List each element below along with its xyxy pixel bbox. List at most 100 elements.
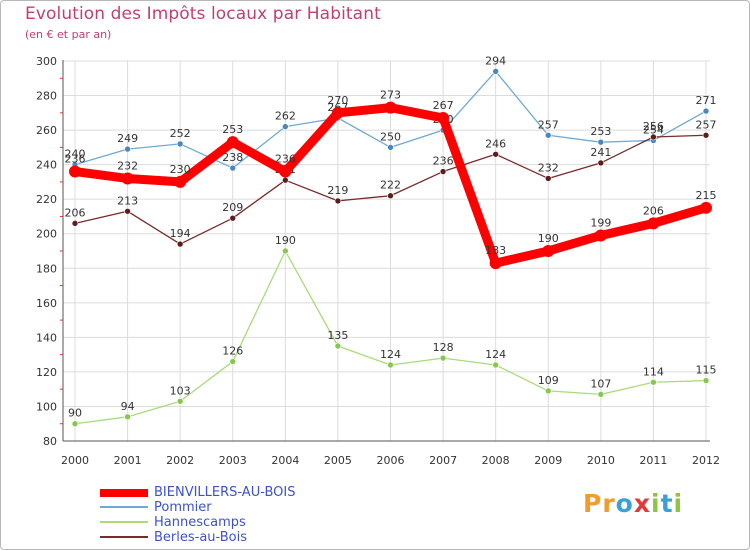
data-label-pommier: 254 <box>643 123 664 136</box>
x-tick-label: 2002 <box>166 454 194 467</box>
y-tick-label: 260 <box>36 124 57 137</box>
x-tick-label: 2000 <box>61 454 89 467</box>
data-label-pommier: 240 <box>65 148 86 161</box>
data-point-bienvillers-au-bois <box>700 201 712 214</box>
data-label-bienvillers-au-bois: 236 <box>65 153 86 166</box>
legend-label-pommier: Pommier <box>154 500 212 515</box>
data-point-bienvillers-au-bois <box>542 245 555 257</box>
data-label-pommier: 250 <box>380 130 401 143</box>
data-label-hannescamps: 124 <box>380 348 401 361</box>
data-point-pommier <box>492 68 499 75</box>
data-label-berles-au-bois: 222 <box>380 179 401 192</box>
x-tick-label: 2009 <box>534 454 562 467</box>
data-label-hannescamps: 190 <box>275 234 296 247</box>
legend-label-bienvillers: BIENVILLERS-AU-BOIS <box>154 485 296 500</box>
data-label-hannescamps: 135 <box>327 329 348 342</box>
data-point-hannescamps <box>387 361 394 369</box>
data-point-berles-au-bois <box>229 214 237 222</box>
data-point-berles-au-bois <box>544 175 552 182</box>
data-label-berles-au-bois: 232 <box>538 161 559 174</box>
data-label-berles-au-bois: 256 <box>643 120 664 133</box>
data-point-hannescamps <box>334 342 342 350</box>
data-point-pommier <box>597 138 605 146</box>
logo-letter: r <box>602 489 616 518</box>
x-tick-label: 2006 <box>377 454 405 467</box>
data-point-hannescamps <box>282 247 289 255</box>
data-label-pommier: 249 <box>117 132 138 145</box>
data-point-hannescamps <box>229 358 237 365</box>
data-label-hannescamps: 90 <box>68 407 82 420</box>
x-tick-label: 2004 <box>271 454 299 467</box>
legend-swatch-hannescamps <box>100 521 148 523</box>
legend-swatch-pommier <box>100 506 148 508</box>
data-point-hannescamps <box>702 377 710 384</box>
data-label-bienvillers-au-bois: 267 <box>433 99 454 112</box>
logo-letter: i <box>673 489 684 518</box>
data-point-berles-au-bois <box>439 168 447 175</box>
y-tick-label: 220 <box>36 193 57 206</box>
data-label-bienvillers-au-bois: 199 <box>590 216 611 229</box>
data-point-hannescamps <box>124 413 131 421</box>
data-point-berles-au-bois <box>702 131 710 139</box>
data-point-bienvillers-au-bois <box>69 165 81 178</box>
y-tick-label: 140 <box>36 331 57 344</box>
data-point-hannescamps <box>597 391 605 398</box>
data-point-bienvillers-au-bois <box>174 175 187 188</box>
data-point-berles-au-bois <box>334 197 342 205</box>
data-point-hannescamps <box>71 420 79 428</box>
data-label-pommier: 294 <box>485 54 506 67</box>
data-point-bienvillers-au-bois <box>331 106 344 119</box>
data-label-hannescamps: 114 <box>643 365 664 378</box>
data-label-bienvillers-au-bois: 183 <box>485 244 506 257</box>
data-label-bienvillers-au-bois: 236 <box>275 153 296 166</box>
data-point-hannescamps <box>492 361 499 369</box>
data-label-hannescamps: 128 <box>433 341 454 354</box>
data-point-bienvillers-au-bois <box>489 257 502 270</box>
data-point-berles-au-bois <box>124 207 131 215</box>
data-label-pommier: 238 <box>222 151 243 164</box>
data-point-berles-au-bois <box>282 176 289 184</box>
x-tick-label: 2003 <box>219 454 247 467</box>
data-label-berles-au-bois: 213 <box>117 194 138 207</box>
data-label-berles-au-bois: 236 <box>433 155 454 168</box>
data-point-pommier <box>176 140 184 148</box>
data-point-berles-au-bois <box>597 159 605 167</box>
data-point-berles-au-bois <box>387 192 394 200</box>
data-point-bienvillers-au-bois <box>594 229 607 242</box>
x-tick-label: 2012 <box>692 454 720 467</box>
logo-letter: i <box>651 489 661 518</box>
data-point-bienvillers-au-bois <box>647 217 660 230</box>
y-tick-label: 120 <box>36 366 57 379</box>
y-tick-label: 200 <box>36 228 57 241</box>
data-label-hannescamps: 115 <box>696 364 717 377</box>
data-label-bienvillers-au-bois: 190 <box>538 232 559 245</box>
data-label-berles-au-bois: 209 <box>222 201 243 214</box>
data-label-berles-au-bois: 206 <box>65 206 86 219</box>
x-tick-label: 2001 <box>114 454 142 467</box>
x-tick-label: 2005 <box>324 454 352 467</box>
y-tick-label: 160 <box>36 297 57 310</box>
data-point-berles-au-bois <box>492 150 499 158</box>
data-point-hannescamps <box>176 397 184 405</box>
data-point-bienvillers-au-bois <box>226 136 239 149</box>
data-label-hannescamps: 103 <box>170 384 191 397</box>
proxiti-logo: Proxiti <box>583 489 683 518</box>
data-label-bienvillers-au-bois: 215 <box>696 189 717 202</box>
data-point-berles-au-bois <box>650 133 657 141</box>
data-label-berles-au-bois: 246 <box>485 137 506 150</box>
data-point-pommier <box>282 123 289 130</box>
data-label-pommier: 252 <box>170 127 191 140</box>
data-label-bienvillers-au-bois: 273 <box>380 89 401 102</box>
data-point-pommier <box>702 107 710 115</box>
y-tick-label: 240 <box>36 159 57 172</box>
logo-letter: P <box>583 489 603 518</box>
data-label-berles-au-bois: 194 <box>170 227 191 240</box>
logo-letter: t <box>660 489 674 518</box>
data-point-pommier <box>229 164 237 172</box>
data-label-berles-au-bois: 241 <box>590 146 611 159</box>
data-point-berles-au-bois <box>71 220 79 227</box>
data-point-bienvillers-au-bois <box>384 101 397 114</box>
x-tick-label: 2007 <box>429 454 457 467</box>
data-label-pommier: 257 <box>538 118 559 131</box>
